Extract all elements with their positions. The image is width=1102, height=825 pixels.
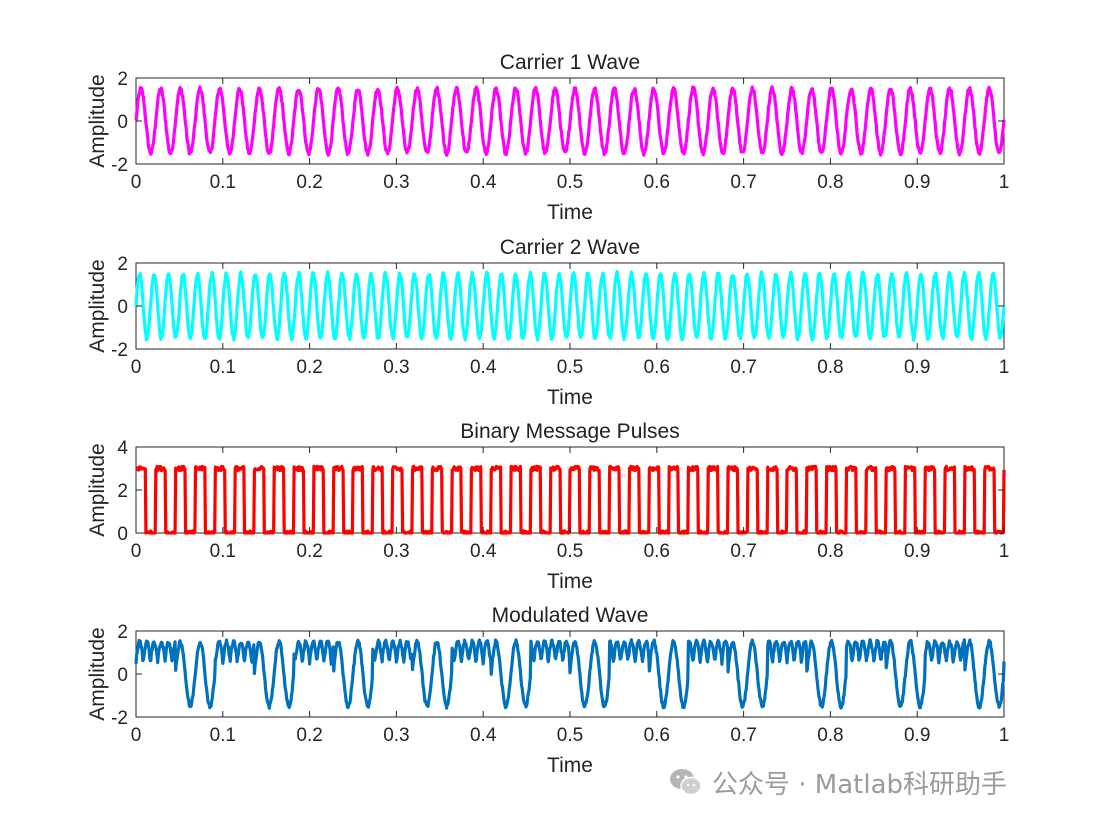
x-tick-label: 0.6 (644, 725, 670, 746)
y-tick-label: 0 (117, 297, 128, 318)
x-tick-label: 0.7 (730, 541, 756, 562)
series-line (134, 270, 1006, 342)
x-tick-label: 0.3 (383, 357, 409, 378)
x-tick-label: 0.6 (644, 172, 670, 193)
series-line (135, 464, 1006, 535)
x-tick-label: 0.7 (730, 725, 756, 746)
x-tick-label: 0.3 (383, 172, 409, 193)
chart-title: Carrier 2 Wave (500, 236, 640, 259)
x-tick-label: 0.9 (904, 172, 930, 193)
y-axis-label: Amplitude (86, 627, 109, 720)
y-tick-label: 2 (117, 622, 128, 643)
x-tick-label: 0.4 (470, 725, 497, 746)
x-tick-label: 0.1 (210, 541, 236, 562)
x-axis-label: Time (547, 201, 593, 224)
y-axis-label: Amplitude (86, 74, 109, 167)
x-tick-label: 1 (999, 541, 1010, 562)
chart-panel-3: 0 0.1 0.2 0.3 0.4 0.5 0.6 0.7 0.8 0.9 1 0 2 4 Binary M… (86, 420, 1009, 593)
y-tick-label: 4 (117, 438, 128, 459)
x-tick-label: 0 (131, 172, 142, 193)
y-tick-label: 2 (117, 69, 128, 90)
x-tick-label: 0.1 (210, 172, 236, 193)
x-tick-label: 0.4 (470, 541, 497, 562)
x-tick-label: 0.8 (817, 172, 843, 193)
chart-title: Binary Message Pulses (460, 420, 679, 443)
x-tick-label: 0.5 (557, 172, 583, 193)
x-tick-label: 0 (131, 357, 142, 378)
x-tick-label: 1 (999, 357, 1010, 378)
x-tick-label: 0.6 (644, 357, 670, 378)
x-tick-label: 0.2 (296, 172, 322, 193)
x-tick-label: 0.8 (817, 541, 843, 562)
x-tick-label: 0 (131, 725, 142, 746)
x-tick-label: 1 (999, 172, 1010, 193)
x-tick-label: 0.4 (470, 357, 497, 378)
y-axis-label: Amplitude (86, 259, 109, 352)
x-tick-label: 0.9 (904, 541, 930, 562)
x-tick-label: 0.2 (296, 725, 322, 746)
series-line (134, 638, 1006, 710)
x-tick-label: 0.3 (383, 725, 409, 746)
y-tick-label: 0 (117, 112, 128, 133)
x-tick-label: 0.1 (210, 725, 236, 746)
wechat-icon (670, 769, 702, 796)
x-tick-label: 0 (131, 541, 142, 562)
x-tick-label: 0.2 (296, 541, 322, 562)
x-tick-label: 0.5 (557, 357, 583, 378)
watermark-text: 公众号 · Matlab科研助手 (712, 769, 1008, 800)
chart-title: Modulated Wave (492, 604, 649, 627)
x-tick-label: 0.4 (470, 172, 497, 193)
x-tick-label: 0.5 (557, 725, 583, 746)
x-tick-label: 0.9 (904, 357, 930, 378)
y-tick-label: 2 (117, 481, 128, 502)
y-tick-label: 0 (117, 524, 128, 545)
x-tick-label: 0.8 (817, 357, 843, 378)
x-tick-label: 0.5 (557, 541, 583, 562)
x-tick-label: 0.1 (210, 357, 236, 378)
x-axis-label: Time (547, 570, 593, 593)
y-tick-label: -2 (111, 708, 128, 729)
series-line (134, 85, 1006, 157)
x-tick-label: 0.3 (383, 541, 409, 562)
chart-panel-4: 0 0.1 0.2 0.3 0.4 0.5 0.6 0.7 0.8 0.9 1-202Modulat… (86, 604, 1009, 777)
x-tick-label: 0.7 (730, 357, 756, 378)
chart-panel-2: 0 0.1 0.2 0.3 0.4 0.5 0.6 0.7 0.8 0.9 1-202Carrier… (86, 236, 1009, 409)
x-tick-label: 0.9 (904, 725, 930, 746)
x-tick-label: 0.2 (296, 357, 322, 378)
x-axis-label: Time (547, 386, 593, 409)
y-tick-label: 2 (117, 254, 128, 275)
watermark: 公众号 · Matlab科研助手 (668, 762, 1007, 802)
x-axis-label: Time (547, 754, 593, 777)
y-tick-label: 0 (117, 665, 128, 686)
y-tick-label: -2 (111, 155, 128, 176)
y-axis-label: Amplitude (86, 443, 109, 536)
x-tick-label: 0.7 (730, 172, 756, 193)
x-tick-label: 0.8 (817, 725, 843, 746)
y-tick-label: -2 (111, 340, 128, 361)
chart-title: Carrier 1 Wave (500, 51, 640, 74)
x-tick-label: 0.6 (644, 541, 670, 562)
chart-panel-1: 0 0.1 0.2 0.3 0.4 0.5 0.6 0.7 0.8 0.9 1-202Carrier… (86, 51, 1009, 224)
x-tick-label: 1 (999, 725, 1010, 746)
